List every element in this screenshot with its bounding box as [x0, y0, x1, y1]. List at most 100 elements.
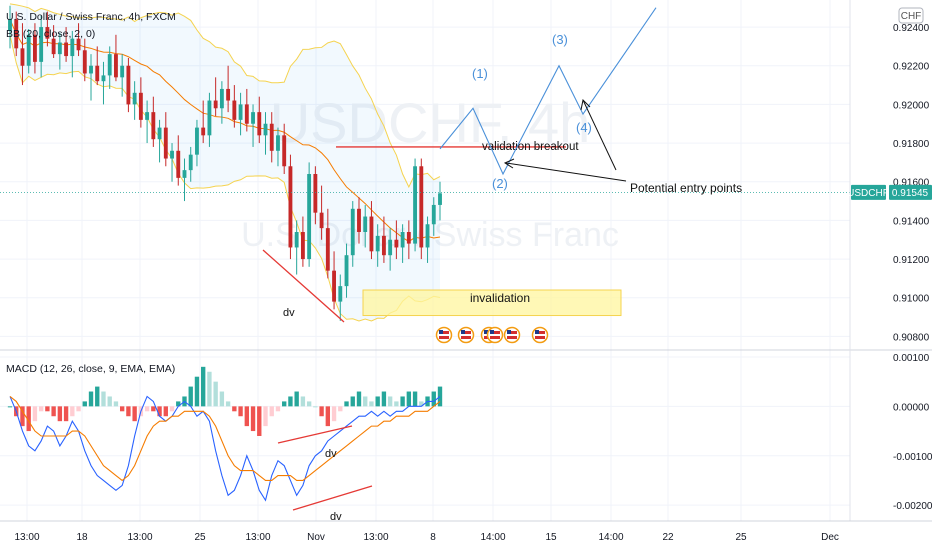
candle[interactable]: [32, 23, 37, 74]
candle[interactable]: [269, 112, 274, 163]
candle[interactable]: [207, 92, 212, 147]
us-flag-event-icon[interactable]: [531, 326, 549, 344]
price-divergence-line[interactable]: [262, 249, 345, 323]
candle[interactable]: [325, 208, 330, 279]
candle[interactable]: [82, 38, 87, 82]
candle[interactable]: [57, 32, 62, 70]
us-flag-event-icon[interactable]: [457, 326, 475, 344]
candle[interactable]: [294, 220, 299, 275]
candle[interactable]: [182, 158, 187, 202]
candle[interactable]: [26, 29, 31, 74]
us-flag-event-icon[interactable]: [435, 326, 453, 344]
candle[interactable]: [114, 34, 118, 82]
candle[interactable]: [101, 61, 106, 105]
candle[interactable]: [263, 112, 268, 155]
candle[interactable]: [145, 100, 150, 144]
candle[interactable]: [400, 224, 405, 263]
time-axis[interactable]: 13:00 18 13:00 25 13:00 Nov 13:00 8 14:00 15 14:00…: [14, 532, 838, 543]
macd-panel[interactable]: [7, 366, 443, 502]
candle[interactable]: [213, 77, 218, 116]
candle[interactable]: [419, 158, 424, 260]
candle[interactable]: [201, 100, 206, 144]
candle[interactable]: [64, 27, 69, 62]
candle[interactable]: [413, 158, 418, 252]
candle[interactable]: [300, 216, 305, 267]
candle[interactable]: [107, 46, 112, 89]
candle[interactable]: [39, 15, 44, 78]
candle[interactable]: [138, 77, 143, 128]
candle[interactable]: [195, 119, 199, 167]
candle[interactable]: [76, 23, 81, 57]
candle[interactable]: [126, 58, 131, 113]
candle-body: [244, 104, 249, 124]
candle[interactable]: [363, 204, 368, 248]
candle[interactable]: [45, 11, 50, 47]
candle[interactable]: [282, 123, 287, 174]
validation-breakout-label: validation breakout: [482, 141, 579, 153]
candle[interactable]: [163, 112, 168, 167]
candle[interactable]: [257, 96, 262, 144]
economic-events[interactable]: [435, 326, 549, 344]
candle[interactable]: [151, 96, 156, 147]
candle[interactable]: [388, 228, 393, 271]
candle[interactable]: [251, 104, 255, 147]
candle-body: [51, 38, 56, 55]
us-flag-event-icon[interactable]: [486, 326, 504, 344]
candle[interactable]: [70, 30, 75, 78]
candle[interactable]: [438, 181, 442, 221]
candle[interactable]: [350, 201, 355, 267]
candle[interactable]: [226, 65, 231, 113]
candle[interactable]: [338, 274, 343, 321]
candle[interactable]: [51, 25, 56, 58]
candle[interactable]: [288, 154, 293, 260]
candle-body: [39, 27, 44, 62]
candle[interactable]: [375, 224, 380, 267]
candle[interactable]: [319, 185, 324, 240]
candle-body: [288, 166, 293, 248]
candle[interactable]: [170, 143, 174, 182]
entry-arrows[interactable]: [503, 98, 627, 182]
macd-histogram-bar: [363, 396, 368, 407]
macd-axis[interactable]: 0.00100 0.00000 -0.00100 -0.00200: [893, 353, 932, 512]
symbol-title[interactable]: U.S. Dollar / Swiss Franc, 4h, FXCM: [6, 11, 176, 23]
macd-divergence-line-bottom[interactable]: [292, 485, 373, 511]
macd-indicator-title[interactable]: MACD (12, 26, close, 9, EMA, EMA): [6, 363, 175, 375]
candle[interactable]: [344, 243, 349, 298]
candle[interactable]: [176, 135, 181, 186]
candle[interactable]: [425, 216, 430, 263]
candle[interactable]: [238, 92, 243, 136]
candle[interactable]: [188, 146, 193, 182]
macd-histogram-bar: [38, 406, 44, 412]
candle[interactable]: [406, 220, 411, 260]
invalidation-zone[interactable]: [362, 289, 622, 317]
candle[interactable]: [120, 54, 125, 97]
candle[interactable]: [394, 220, 399, 260]
candle[interactable]: [332, 251, 336, 310]
candle[interactable]: [276, 127, 280, 167]
candle[interactable]: [14, 11, 19, 57]
candle[interactable]: [313, 166, 318, 225]
candle[interactable]: [307, 162, 312, 267]
candle[interactable]: [244, 88, 249, 132]
candle[interactable]: [89, 54, 93, 101]
us-flag-event-icon[interactable]: [503, 326, 521, 344]
candle[interactable]: [132, 81, 137, 120]
bb-indicator-title[interactable]: BB (20, close, 2, 0): [6, 28, 95, 40]
candle[interactable]: [95, 46, 100, 86]
currency-button[interactable]: CHF: [898, 7, 924, 24]
candle[interactable]: [431, 197, 436, 236]
candle[interactable]: [381, 216, 386, 263]
price-axis[interactable]: 0.92400 0.92200 0.92000 0.91800 0.91600 0.914…: [849, 0, 930, 521]
candle[interactable]: [369, 201, 374, 260]
candlesticks[interactable]: [8, 5, 442, 321]
candle[interactable]: [157, 119, 162, 163]
macd-divergence-line-top[interactable]: [277, 425, 353, 444]
elliott-wave-projection[interactable]: [439, 7, 657, 176]
candle[interactable]: [219, 81, 224, 124]
candle[interactable]: [357, 197, 361, 244]
macd-histogram-bar: [20, 406, 25, 427]
candle[interactable]: [232, 85, 237, 128]
candle[interactable]: [8, 5, 12, 49]
candle[interactable]: [20, 23, 25, 86]
